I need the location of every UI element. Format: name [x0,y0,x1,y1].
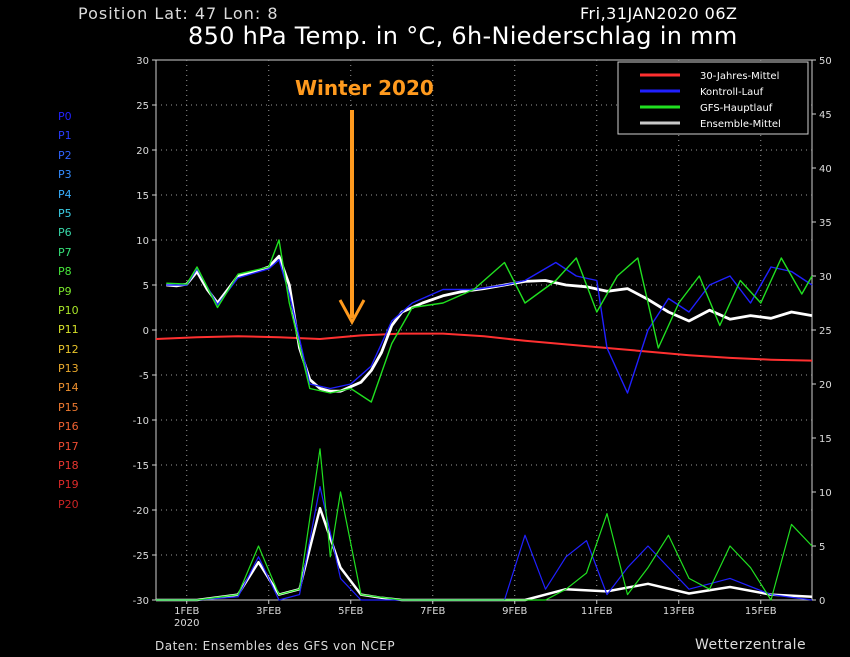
member-label: P5 [58,206,72,220]
member-label: P18 [58,459,79,473]
y-left-tick-label: 5 [143,281,149,292]
y-left-tick-label: -10 [133,416,149,427]
y-left-tick-label: -25 [133,551,149,562]
member-label: P9 [58,284,72,298]
y-left-tick-label: 20 [136,146,149,157]
temp-line [166,239,813,403]
x-tick-label: 15FEB [745,606,777,617]
x-tick-sublabel: 2020 [174,618,199,629]
temp-line [166,254,813,393]
legend-label: Kontroll-Lauf [700,87,764,98]
member-label: P3 [58,168,72,182]
member-label: P13 [58,362,79,376]
y-left-tick-label: 10 [136,236,149,247]
y-right-tick-label: 15 [819,434,832,445]
y-left-tick-label: 15 [136,191,149,202]
chart-title: 850 hPa Temp. in °C, 6h-Niederschlag in … [188,22,738,50]
annotation-label: Winter 2020 [295,76,434,100]
x-tick-label: 3FEB [256,606,281,617]
x-tick-label: 9FEB [502,606,527,617]
y-right-tick-label: 35 [819,218,832,229]
y-left-tick-label: 30 [136,56,149,67]
y-left-tick-label: -20 [133,506,149,517]
temp-line [166,259,813,394]
x-tick-label: 11FEB [581,606,613,617]
y-left-tick-label: -5 [139,371,149,382]
member-label: P7 [58,245,72,259]
member-label: P16 [58,420,79,434]
annotation-arrowhead [338,299,366,326]
member-label: P19 [58,478,79,492]
member-label: P11 [58,323,79,337]
y-left-tick-label: -30 [133,596,149,607]
y-right-tick-label: 45 [819,110,832,121]
member-label: P1 [58,129,72,143]
member-label: P8 [58,265,72,279]
plot-frame [155,59,813,601]
member-label: P10 [58,303,79,317]
member-label: P20 [58,497,79,511]
x-tick-label: 13FEB [663,606,695,617]
y-right-tick-label: 50 [819,56,832,67]
member-label: P12 [58,342,79,356]
brand-label: Wetterzentrale [695,637,807,653]
x-tick-label: 1FEB [174,606,199,617]
legend-label: Ensemble-Mittel [700,119,781,130]
y-left-tick-label: 25 [136,101,149,112]
run-datetime: Fri,31JAN2020 06Z [580,4,738,23]
y-left-tick-label: 0 [143,326,149,337]
y-left-tick-label: -15 [133,461,149,472]
member-label: P4 [58,187,72,201]
y-right-tick-label: 5 [819,542,825,553]
y-right-tick-label: 25 [819,326,832,337]
member-label: P6 [58,226,72,240]
x-tick-label: 7FEB [420,606,445,617]
precip-line [156,506,813,602]
position-readout: Position Lat: 47 Lon: 8 [78,4,279,23]
precip-line [156,486,813,601]
member-label: P0 [58,110,72,123]
x-tick-label: 5FEB [338,606,363,617]
y-right-tick-label: 30 [819,272,832,283]
member-label: P2 [58,148,72,162]
member-label: P17 [58,439,79,453]
member-list: P0 P1 P2 P3 P4 P5 P6 P7 P8 P9 P10 P11 P12 P13 P14 P15 P1… [58,110,79,517]
y-right-tick-label: 10 [819,488,832,499]
precip-line [156,448,813,601]
data-source: Daten: Ensembles des GFS von NCEP [155,639,396,653]
y-right-tick-label: 20 [819,380,832,391]
y-right-tick-label: 0 [819,596,825,607]
member-label: P14 [58,381,79,395]
legend-label: 30-Jahres-Mittel [700,71,779,82]
y-right-tick-label: 40 [819,164,832,175]
temp-line [155,332,813,362]
member-label: P15 [58,400,79,414]
legend-label: GFS-Hauptlauf [700,103,773,114]
